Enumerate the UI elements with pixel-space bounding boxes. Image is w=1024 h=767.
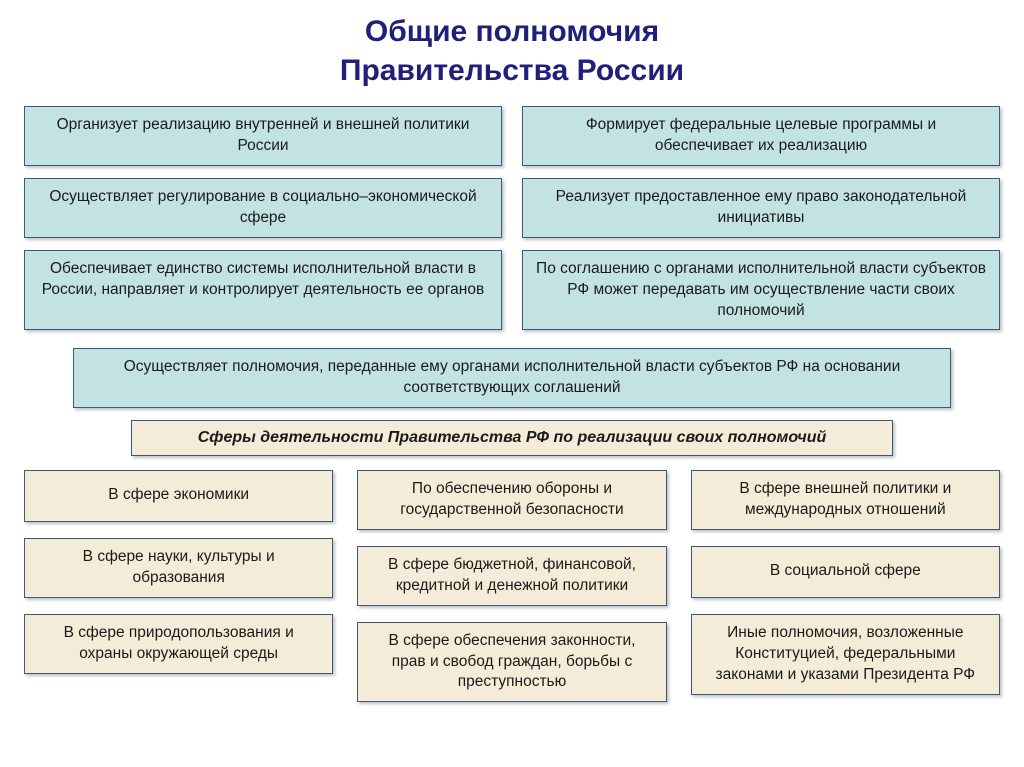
powers-row-2: Осуществляет регулирование в социально–э… [24, 178, 1000, 238]
main-title: Общие полномочия Правительства России [24, 12, 1000, 90]
sphere-foreign-policy: В сфере внешней политики и международных… [691, 470, 1000, 530]
power-box-federal-programs: Формирует федеральные целевые программы … [522, 106, 1000, 166]
sphere-other-powers: Иные полномочия, возложенные Конституцие… [691, 614, 1000, 695]
power-box-delegation: По соглашению с органами исполнительной … [522, 250, 1000, 331]
title-line-1: Общие полномочия [365, 15, 659, 48]
powers-row-3: Обеспечивает единство системы исполнител… [24, 250, 1000, 331]
sphere-economics: В сфере экономики [24, 470, 333, 522]
powers-row-1: Организует реализацию внутренней и внешн… [24, 106, 1000, 166]
spheres-header: Сферы деятельности Правительства РФ по р… [131, 420, 892, 456]
sphere-budget-finance: В сфере бюджетной, финансовой, кредитной… [357, 546, 666, 606]
sphere-defense: По обеспечению обороны и государственной… [357, 470, 666, 530]
sphere-law-rights: В сфере обеспечения законности, прав и с… [357, 622, 666, 703]
sphere-social: В социальной сфере [691, 546, 1000, 598]
power-box-executive-unity: Обеспечивает единство системы исполнител… [24, 250, 502, 331]
title-line-2: Правительства России [340, 54, 684, 87]
power-box-internal-external-policy: Организует реализацию внутренней и внешн… [24, 106, 502, 166]
spheres-column-2: По обеспечению обороны и государственной… [357, 470, 666, 702]
spheres-column-1: В сфере экономики В сфере науки, культур… [24, 470, 333, 702]
spheres-grid: В сфере экономики В сфере науки, культур… [24, 470, 1000, 702]
power-box-received-powers: Осуществляет полномочия, переданные ему … [73, 348, 951, 408]
power-box-legislative-initiative: Реализует предоставленное ему право зако… [522, 178, 1000, 238]
power-box-socioeconomic: Осуществляет регулирование в социально–э… [24, 178, 502, 238]
sphere-science-culture: В сфере науки, культуры и образования [24, 538, 333, 598]
sphere-environment: В сфере природопользования и охраны окру… [24, 614, 333, 674]
spheres-column-3: В сфере внешней политики и международных… [691, 470, 1000, 702]
